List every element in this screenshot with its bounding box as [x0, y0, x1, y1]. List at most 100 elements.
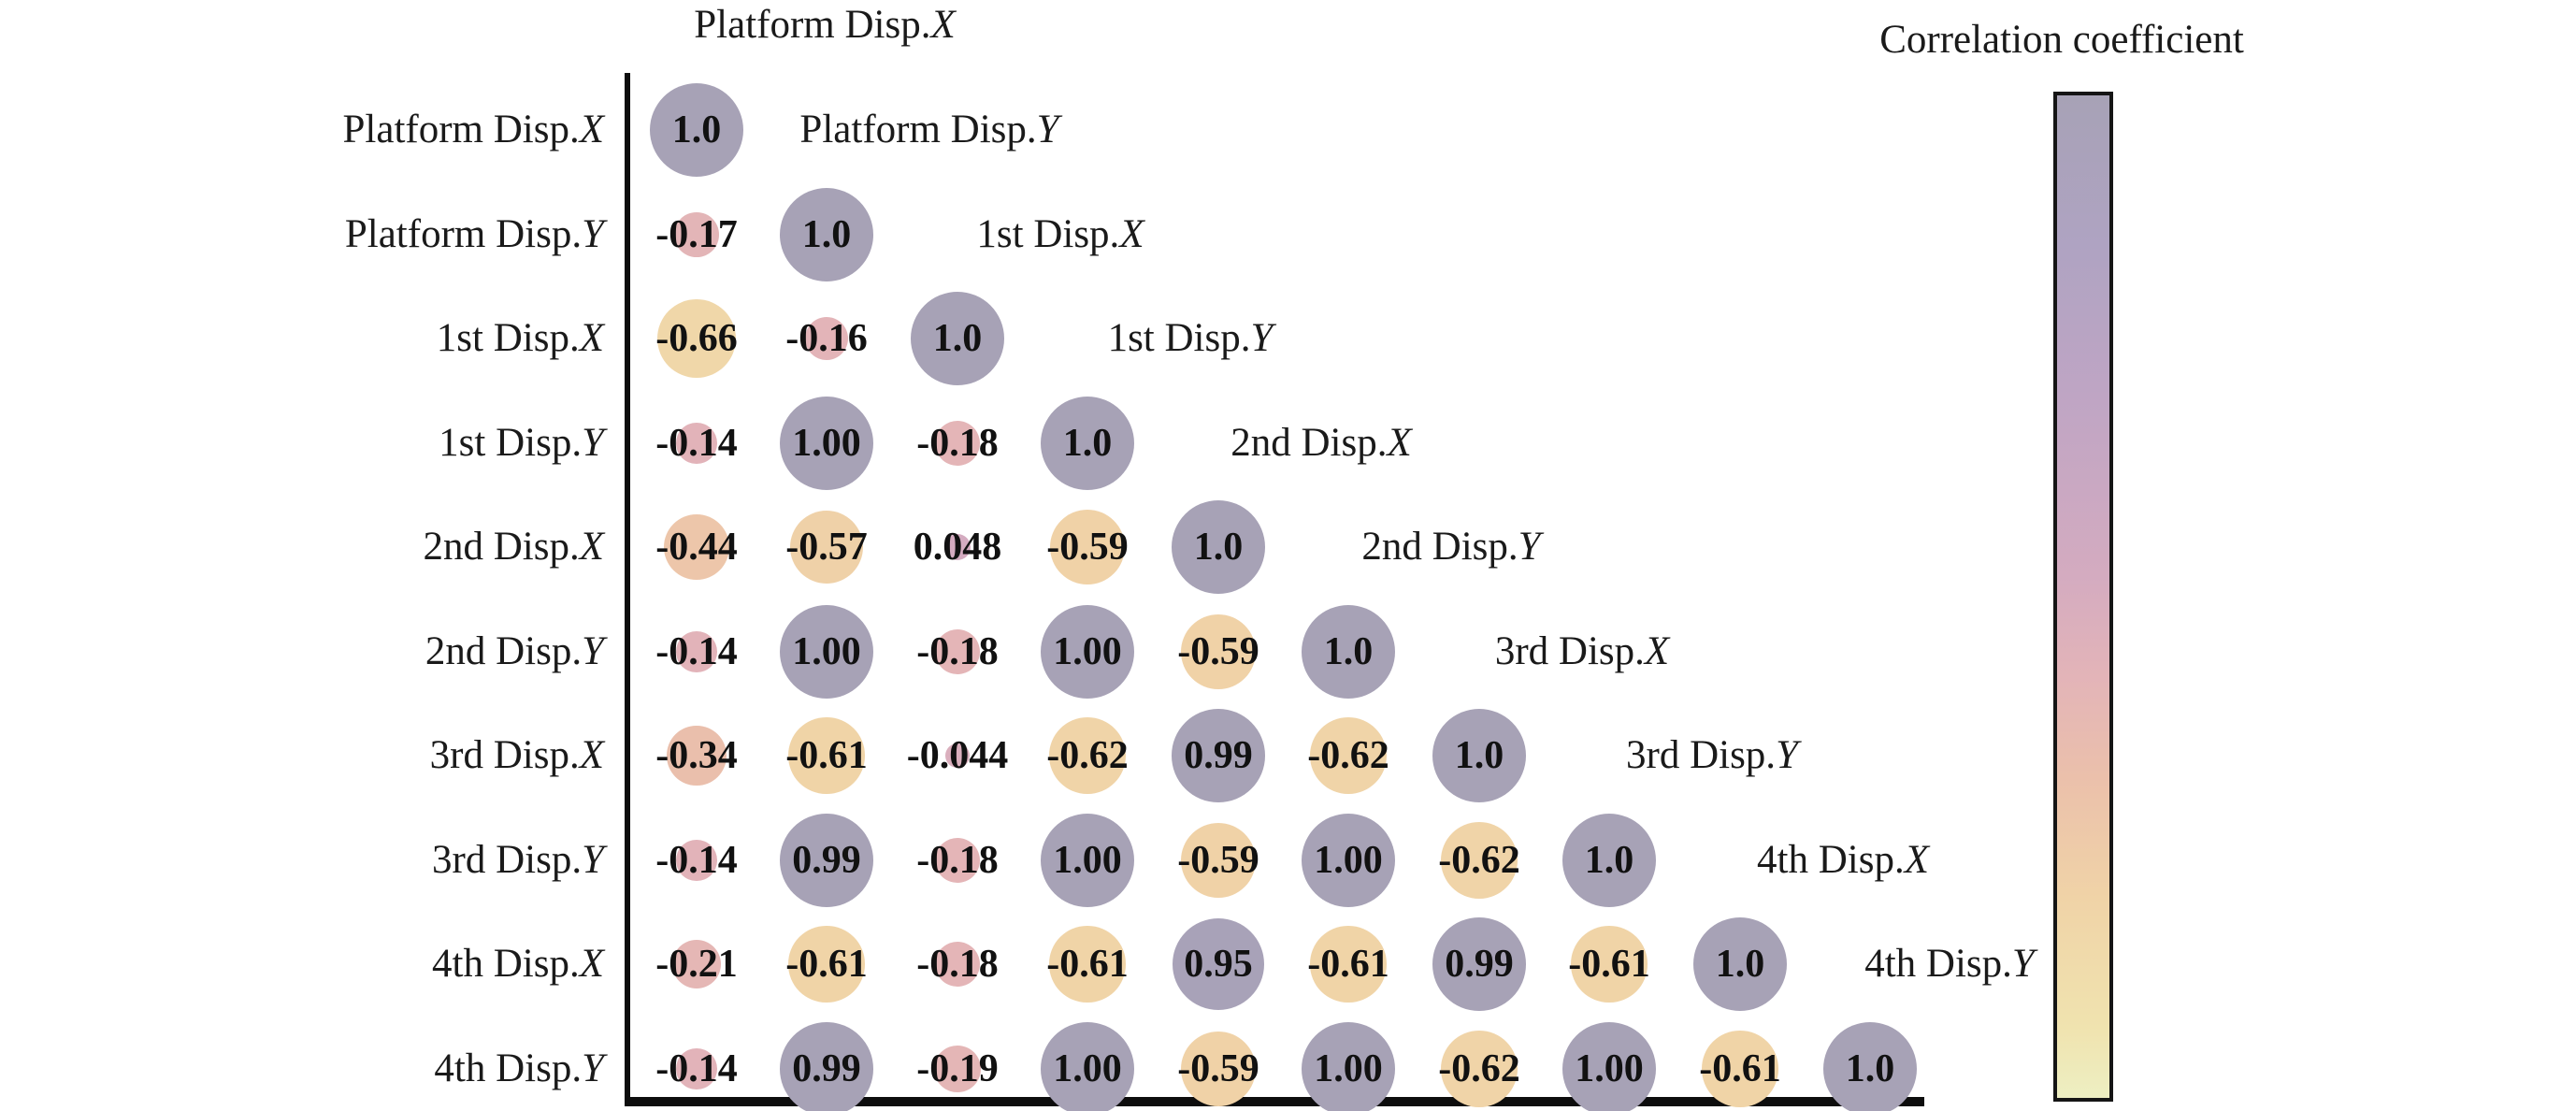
correlation-value: 1.00	[1575, 1047, 1644, 1090]
diagonal-label: 1st Disp.Y	[1107, 316, 1274, 360]
correlation-bubble	[1041, 397, 1134, 490]
correlation-value: -0.61	[1699, 1047, 1781, 1090]
variable-axis-letter: Y	[582, 421, 604, 465]
correlation-bubble	[1302, 814, 1395, 907]
correlation-value: 1.0	[932, 317, 983, 360]
matrix-x-axis-line	[625, 1097, 1924, 1106]
correlation-value: -0.21	[655, 943, 738, 986]
correlation-value: 1.0	[1584, 839, 1634, 882]
correlation-value: -0.59	[1177, 839, 1259, 882]
correlation-bubble	[1041, 605, 1134, 699]
diagonal-label: 2nd Disp.Y	[1361, 525, 1541, 569]
correlation-bubble	[944, 534, 971, 560]
variable-axis-letter: X	[579, 942, 604, 986]
row-label: Platform Disp.X	[342, 108, 605, 152]
correlation-value: 1.0	[1193, 526, 1244, 569]
diagonal-label: 2nd Disp.X	[1230, 421, 1412, 465]
correlation-bubble	[1049, 717, 1126, 794]
correlation-bubble	[674, 212, 719, 257]
correlation-bubble	[1310, 717, 1387, 794]
correlation-bubble	[934, 1046, 981, 1092]
correlation-bubble	[934, 837, 981, 884]
variable-axis-letter: X	[1387, 421, 1412, 465]
correlation-bubble	[1432, 709, 1526, 802]
correlation-value: -0.62	[1438, 839, 1520, 882]
correlation-value: -0.62	[1307, 734, 1389, 777]
correlation-value: -0.59	[1046, 526, 1129, 569]
correlation-value: 1.0	[1715, 943, 1765, 986]
diagonal-label: 3rd Disp.Y	[1626, 733, 1798, 777]
correlation-value: -0.18	[916, 943, 999, 986]
correlation-bubble	[657, 299, 736, 378]
correlation-bubble	[650, 83, 743, 177]
diagonal-label: 3rd Disp.X	[1494, 629, 1670, 673]
correlation-value: 1.0	[1062, 422, 1113, 465]
correlation-value: 1.0	[671, 108, 722, 152]
correlation-bubble	[1310, 926, 1387, 1003]
variable-axis-letter: Y	[582, 629, 604, 673]
correlation-bubble	[934, 628, 981, 675]
row-label: 4th Disp.Y	[434, 1046, 604, 1090]
row-label: Platform Disp.Y	[344, 212, 604, 256]
diagonal-label: Platform Disp.X	[694, 3, 956, 47]
correlation-bubble	[788, 926, 865, 1003]
correlation-value: -0.61	[1046, 943, 1129, 986]
correlation-value: 1.0	[1454, 734, 1504, 777]
correlation-value: -0.18	[916, 839, 999, 882]
diagonal-label: 4th Disp.X	[1757, 838, 1929, 882]
correlation-value: -0.44	[655, 526, 738, 569]
correlation-value: -0.14	[655, 1047, 738, 1090]
diagonal-label: 1st Disp.X	[976, 212, 1144, 256]
row-label: 2nd Disp.X	[423, 525, 604, 569]
diagonal-label: 4th Disp.Y	[1864, 942, 2035, 986]
correlation-bubble	[934, 941, 981, 988]
correlation-value: 1.00	[1053, 839, 1122, 882]
correlation-bubble	[1172, 709, 1265, 802]
variable-axis-letter: Y	[1776, 733, 1798, 777]
correlation-value: 1.0	[1323, 630, 1374, 673]
correlation-bubble	[1180, 822, 1257, 899]
correlation-bubble	[1562, 814, 1656, 907]
correlation-bubble	[1693, 917, 1787, 1011]
correlation-bubble	[1302, 1022, 1395, 1111]
row-label: 3rd Disp.X	[429, 733, 604, 777]
correlation-bubble	[1562, 1022, 1656, 1111]
variable-axis-letter: X	[579, 733, 604, 777]
diagonal-label: Platform Disp.Y	[799, 108, 1059, 152]
matrix-y-axis-line	[625, 73, 630, 1105]
correlation-value: -0.62	[1438, 1047, 1520, 1090]
correlation-value: -0.044	[906, 734, 1009, 777]
correlation-value: -0.61	[1307, 943, 1389, 986]
correlation-bubble	[780, 188, 873, 281]
correlation-value: -0.19	[916, 1047, 999, 1090]
row-label: 2nd Disp.Y	[425, 629, 604, 673]
correlation-value: -0.18	[916, 630, 999, 673]
correlation-value: -0.34	[655, 734, 738, 777]
variable-axis-letter: X	[1119, 212, 1144, 256]
colorbar-title: Correlation coefficient	[1879, 18, 2244, 62]
correlation-bubble	[804, 316, 849, 361]
variable-axis-letter: X	[1904, 838, 1929, 882]
correlation-value: -0.59	[1177, 630, 1259, 673]
correlation-bubble	[667, 726, 727, 786]
correlation-value: -0.14	[655, 839, 738, 882]
correlation-bubble	[944, 743, 971, 769]
correlation-bubble	[1180, 613, 1257, 690]
correlation-value: 1.0	[801, 213, 852, 256]
correlation-bubble	[1049, 509, 1126, 585]
correlation-value: 0.99	[1184, 734, 1253, 777]
correlation-value: 1.00	[1053, 1047, 1122, 1090]
correlation-bubble	[676, 631, 717, 672]
row-label: 4th Disp.X	[432, 942, 604, 986]
correlation-bubble	[1702, 1031, 1778, 1107]
correlation-bubble	[1823, 1022, 1917, 1111]
row-label: 1st Disp.Y	[439, 421, 604, 465]
variable-axis-letter: Y	[1250, 316, 1274, 360]
correlation-value: -0.59	[1177, 1047, 1259, 1090]
correlation-bubble	[1041, 814, 1134, 907]
colorbar-gradient	[2053, 92, 2113, 1102]
correlation-value: -0.61	[785, 734, 868, 777]
correlation-bubble	[672, 940, 721, 988]
correlation-value: 0.99	[792, 839, 861, 882]
